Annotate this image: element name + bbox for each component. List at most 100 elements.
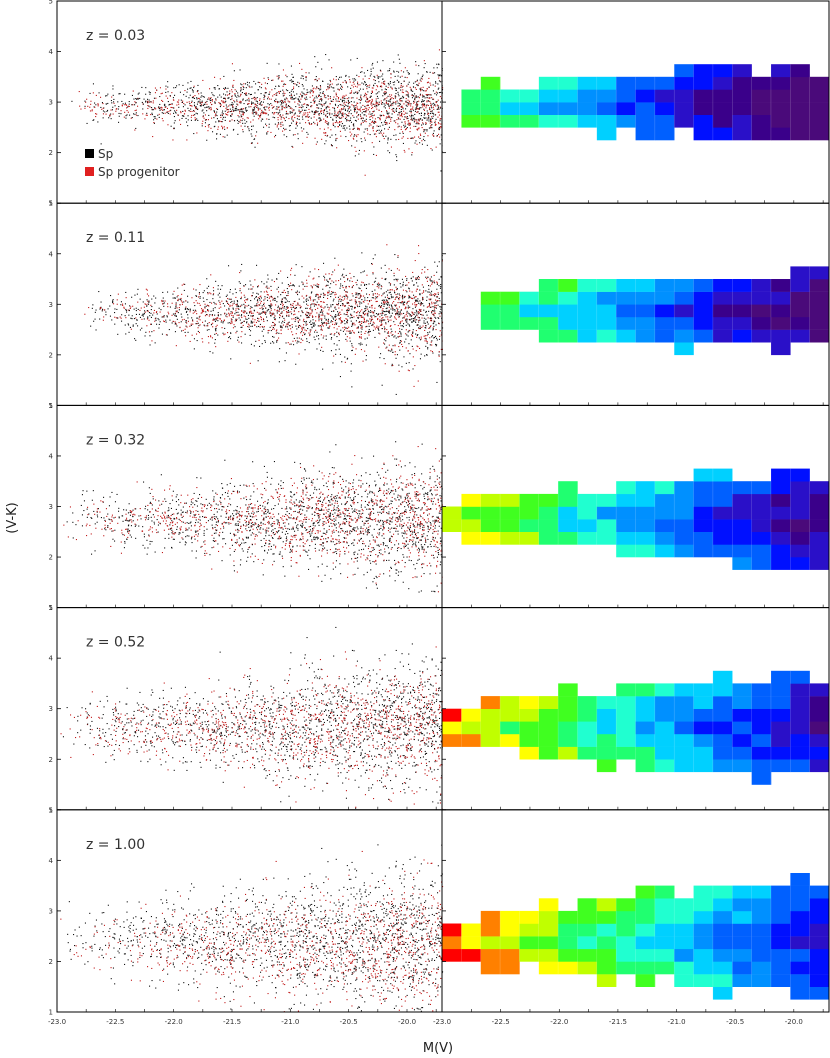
point-sp — [368, 331, 370, 333]
point-sp — [191, 100, 193, 102]
point-sp — [393, 336, 395, 338]
point-sp — [327, 86, 329, 88]
point-sp — [267, 114, 269, 116]
point-sp — [167, 81, 169, 83]
point-progenitor — [418, 312, 420, 314]
point-sp — [231, 102, 233, 104]
point-sp — [291, 118, 293, 120]
point-sp — [113, 98, 115, 100]
point-sp — [402, 97, 404, 99]
point-progenitor — [172, 320, 174, 322]
point-progenitor — [419, 133, 421, 135]
point-sp — [247, 84, 249, 86]
point-sp — [332, 291, 334, 293]
point-sp — [421, 101, 423, 103]
point-sp — [405, 100, 407, 102]
point-sp — [397, 54, 399, 56]
point-progenitor — [373, 103, 375, 105]
point-progenitor — [399, 335, 401, 337]
point-sp — [318, 276, 320, 278]
point-progenitor — [263, 305, 265, 307]
point-sp — [373, 281, 375, 283]
point-sp — [407, 83, 409, 85]
point-progenitor — [271, 89, 273, 91]
point-progenitor — [430, 120, 432, 122]
point-sp — [406, 291, 408, 293]
point-sp — [302, 106, 304, 108]
point-progenitor — [424, 335, 426, 337]
point-sp — [341, 88, 343, 90]
point-progenitor — [377, 327, 379, 329]
point-progenitor — [430, 102, 432, 104]
bin-cell — [461, 114, 482, 128]
bin-cell — [712, 76, 733, 90]
point-progenitor — [439, 127, 441, 129]
point-progenitor — [281, 106, 283, 108]
point-sp — [341, 299, 343, 301]
point-progenitor — [222, 102, 224, 104]
point-sp — [186, 121, 188, 123]
point-progenitor — [191, 110, 193, 112]
point-sp — [384, 343, 386, 345]
point-sp — [360, 331, 362, 333]
point-progenitor — [421, 272, 423, 274]
point-sp — [367, 332, 369, 334]
point-progenitor — [245, 316, 247, 318]
point-progenitor — [287, 342, 289, 344]
point-sp — [348, 120, 350, 122]
point-progenitor — [335, 100, 337, 102]
point-sp — [129, 326, 131, 328]
point-sp — [363, 111, 365, 113]
point-progenitor — [304, 94, 306, 96]
point-sp — [418, 317, 420, 319]
point-sp — [270, 304, 272, 306]
point-sp — [239, 110, 241, 112]
bin-cell — [635, 114, 656, 128]
point-progenitor — [116, 108, 118, 110]
point-progenitor — [161, 92, 163, 94]
point-sp — [209, 314, 211, 316]
point-progenitor — [247, 103, 249, 105]
point-progenitor — [414, 99, 416, 101]
point-progenitor — [372, 107, 374, 109]
point-progenitor — [332, 122, 334, 124]
point-progenitor — [250, 106, 252, 108]
point-sp — [376, 283, 378, 285]
point-progenitor — [399, 322, 401, 324]
point-sp — [437, 293, 439, 295]
point-progenitor — [404, 112, 406, 114]
point-sp — [378, 332, 380, 334]
point-sp — [187, 125, 189, 127]
point-sp — [436, 296, 438, 298]
point-progenitor — [411, 334, 413, 336]
point-progenitor — [273, 106, 275, 108]
point-sp — [110, 100, 112, 102]
point-sp — [361, 141, 363, 143]
point-sp — [423, 114, 425, 116]
point-sp — [438, 322, 440, 324]
point-sp — [348, 115, 350, 117]
point-progenitor — [126, 110, 128, 112]
point-progenitor — [155, 97, 157, 99]
point-sp — [286, 76, 288, 78]
point-sp — [185, 95, 187, 97]
point-sp — [288, 315, 290, 317]
point-sp — [408, 313, 410, 315]
point-progenitor — [358, 301, 360, 303]
point-progenitor — [212, 322, 214, 324]
point-sp — [392, 296, 394, 298]
point-progenitor — [430, 341, 432, 343]
point-sp — [360, 124, 362, 126]
point-sp — [354, 78, 356, 80]
point-sp — [285, 352, 287, 354]
point-progenitor — [287, 322, 289, 324]
point-sp — [423, 136, 425, 138]
point-progenitor — [340, 320, 342, 322]
point-sp — [432, 90, 434, 92]
point-sp — [409, 306, 411, 308]
point-progenitor — [210, 336, 212, 338]
point-sp — [412, 332, 414, 334]
point-sp — [316, 335, 318, 337]
point-progenitor — [339, 121, 341, 123]
point-sp — [181, 330, 183, 332]
